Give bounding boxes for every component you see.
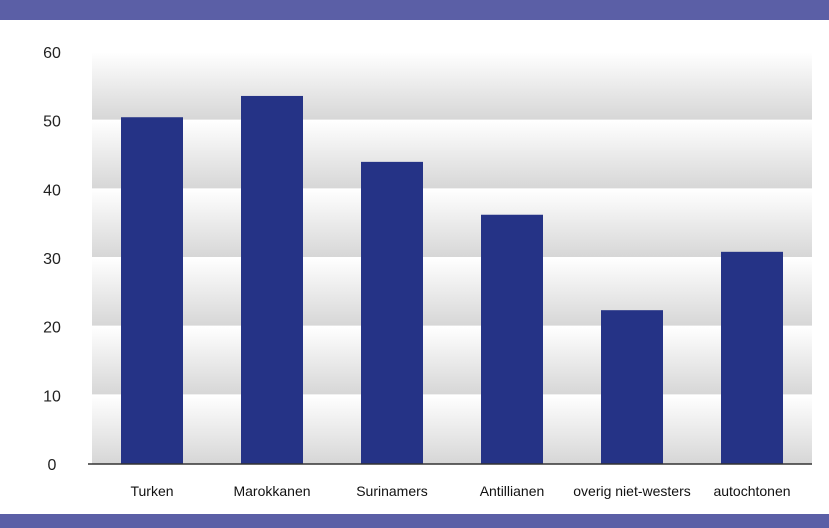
grid-band xyxy=(92,326,812,396)
y-tick-label: 30 xyxy=(43,251,61,268)
y-tick-label: 50 xyxy=(43,114,61,131)
x-tick-label: Marokkanen xyxy=(233,483,310,499)
x-tick-label: Antillianen xyxy=(480,483,545,499)
grid-band xyxy=(92,395,812,464)
bar-marokkanen xyxy=(241,95,303,465)
y-tick-label: 40 xyxy=(43,182,61,199)
bars xyxy=(121,95,783,465)
bar-overig-niet-westers xyxy=(601,310,663,464)
bottom-band xyxy=(0,514,829,528)
y-tick-label: 10 xyxy=(43,388,61,405)
x-axis-labels: Turken Marokkanen Surinamers Antillianen ove… xyxy=(130,483,790,499)
grid-band xyxy=(92,189,812,258)
bar-antillianen xyxy=(481,214,543,464)
x-tick-label: Surinamers xyxy=(356,483,428,499)
bar-turken xyxy=(121,117,183,464)
bar-autochtonen xyxy=(721,251,783,464)
x-tick-label: Turken xyxy=(130,483,173,499)
x-tick-label: autochtonen xyxy=(713,483,790,499)
grid-band xyxy=(92,120,812,190)
x-tick-label: overig niet-westers xyxy=(573,483,691,499)
y-tick-label: 60 xyxy=(43,45,61,62)
y-tick-label: 20 xyxy=(43,320,61,337)
y-axis-ticks: 0 10 20 30 40 50 60 xyxy=(43,45,61,474)
bar-surinamers xyxy=(361,161,423,464)
top-band xyxy=(0,0,829,20)
grid-band xyxy=(92,258,812,327)
y-tick-label: 0 xyxy=(48,457,57,474)
plot-background xyxy=(92,51,812,464)
grid-band xyxy=(92,52,812,121)
